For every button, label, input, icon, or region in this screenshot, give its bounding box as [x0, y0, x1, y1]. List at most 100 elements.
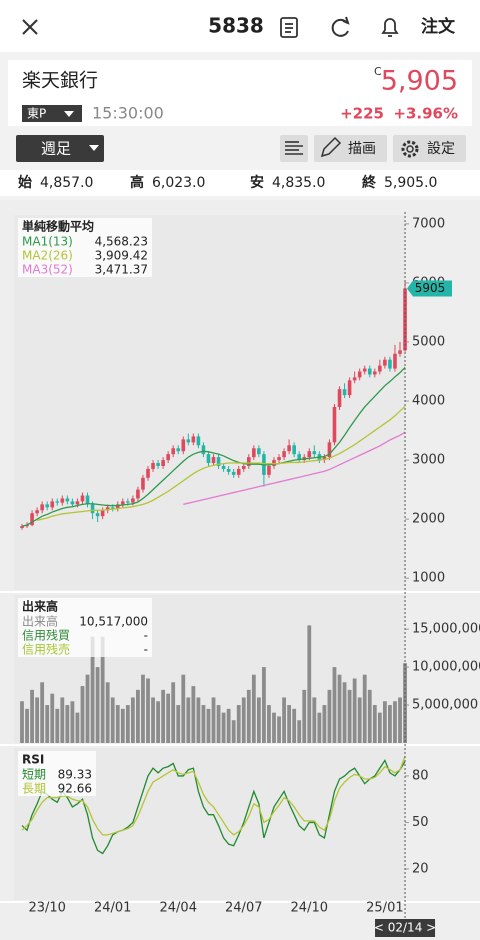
list-button[interactable] — [280, 135, 308, 162]
volume-bar — [171, 682, 176, 743]
candle-body — [297, 454, 301, 461]
legend-name: MA1(13) — [22, 235, 73, 249]
candle-body — [287, 445, 291, 452]
volume-bar — [120, 708, 125, 743]
legend-name: 短期 — [22, 768, 46, 782]
pencil-icon — [320, 136, 342, 158]
info-icon[interactable] — [280, 17, 298, 38]
volume-bar — [125, 705, 130, 743]
volume-bar — [136, 689, 140, 743]
volume-bar — [382, 701, 387, 743]
volume-bar — [20, 701, 24, 743]
legend-reading: - — [144, 643, 148, 657]
series-line — [183, 431, 406, 506]
candle-body — [171, 448, 175, 455]
y-tick-label: 5000 — [412, 334, 445, 349]
volume-bar — [216, 705, 221, 743]
candle-body — [151, 463, 155, 469]
period-select[interactable] — [16, 135, 104, 162]
candle-body — [226, 468, 231, 472]
close-button[interactable] — [22, 19, 38, 35]
volume-bar — [110, 697, 115, 743]
volume-bar — [30, 689, 34, 743]
volume-bar — [357, 697, 362, 743]
candle-body — [206, 454, 211, 464]
volume-bar — [25, 708, 29, 743]
candle-body — [282, 451, 286, 458]
candle-body — [141, 477, 145, 490]
volume-bar — [226, 708, 231, 743]
order-button[interactable]: 注文 — [421, 16, 456, 37]
volume-bar — [367, 689, 372, 743]
volume-bar — [151, 697, 155, 743]
settings-label: 設定 — [427, 141, 455, 157]
ohlc-value: 6,023.0 — [152, 175, 205, 191]
volume-bar — [377, 712, 382, 743]
candle-body — [136, 489, 140, 499]
volume-bar — [80, 686, 85, 743]
volume-bar — [146, 678, 150, 743]
candle-body — [398, 350, 402, 354]
y-tick-label: 2000 — [412, 512, 445, 527]
candle-body — [367, 368, 372, 375]
volume-bar — [362, 674, 367, 743]
legend-reading: 92.66 — [58, 782, 92, 796]
settings-button[interactable] — [393, 135, 466, 162]
legend-box — [18, 598, 152, 657]
volume-bar — [176, 705, 181, 743]
y-tick-label: 5,000,000 — [412, 698, 478, 713]
y-tick-label: 10,000,000 — [412, 660, 480, 675]
y-tick-label: 3000 — [412, 453, 445, 468]
ohlc-value: 4,835.0 — [272, 175, 325, 191]
legend-name: MA3(52) — [22, 263, 73, 277]
volume-bar — [241, 697, 246, 743]
refresh-icon[interactable] — [331, 16, 350, 37]
y-tick-label: 15,000,000 — [412, 622, 480, 637]
candle-body — [403, 288, 407, 351]
x-tick-label: 24/10 — [291, 901, 328, 916]
legend-title: 出来高 — [22, 599, 58, 614]
candle-body — [357, 371, 362, 378]
volume-bar — [191, 686, 196, 743]
candle-body — [161, 460, 165, 466]
volume-bar — [347, 689, 352, 743]
legend-title: 単純移動平均 — [22, 219, 94, 234]
alert-icon[interactable] — [381, 18, 399, 37]
y-tick-label: 80 — [412, 768, 429, 783]
y-tick-label: 4000 — [412, 394, 445, 409]
volume-bar — [277, 716, 281, 743]
volume-bar — [403, 663, 407, 743]
candle-body — [105, 507, 110, 511]
volume-bar — [35, 697, 40, 743]
volume-bar — [332, 667, 337, 743]
candle-body — [221, 465, 226, 469]
price-tag-label: 5905 — [415, 281, 446, 295]
volume-bar — [398, 697, 402, 743]
candle-body — [347, 380, 352, 396]
candle-body — [35, 510, 39, 514]
volume-bar — [317, 712, 322, 743]
candle-body — [85, 495, 90, 505]
y-tick-label: 50 — [412, 815, 429, 830]
candle-body — [312, 451, 317, 455]
candle-body — [176, 448, 181, 452]
volume-bar — [272, 712, 276, 743]
candle-body — [307, 451, 312, 458]
stock-name: 楽天銀行 — [22, 70, 98, 92]
x-tick-label: 25/01 — [366, 901, 403, 916]
top-bar — [0, 0, 480, 52]
ohlc-label: 高 — [130, 174, 144, 191]
series-line — [21, 756, 406, 836]
legend-reading: 10,517,000 — [79, 615, 148, 629]
volume-bar — [75, 712, 80, 743]
list-icon — [285, 141, 303, 155]
volume-bar — [196, 697, 201, 743]
legend-reading: 4,568.23 — [95, 235, 148, 249]
candle-body — [181, 439, 186, 452]
market-badge[interactable] — [22, 105, 82, 122]
volume-bar — [156, 701, 160, 743]
change-pct: +3.96% — [393, 105, 458, 123]
candle-body — [45, 504, 49, 508]
volume-bar — [100, 636, 105, 743]
candle-body — [292, 445, 296, 455]
